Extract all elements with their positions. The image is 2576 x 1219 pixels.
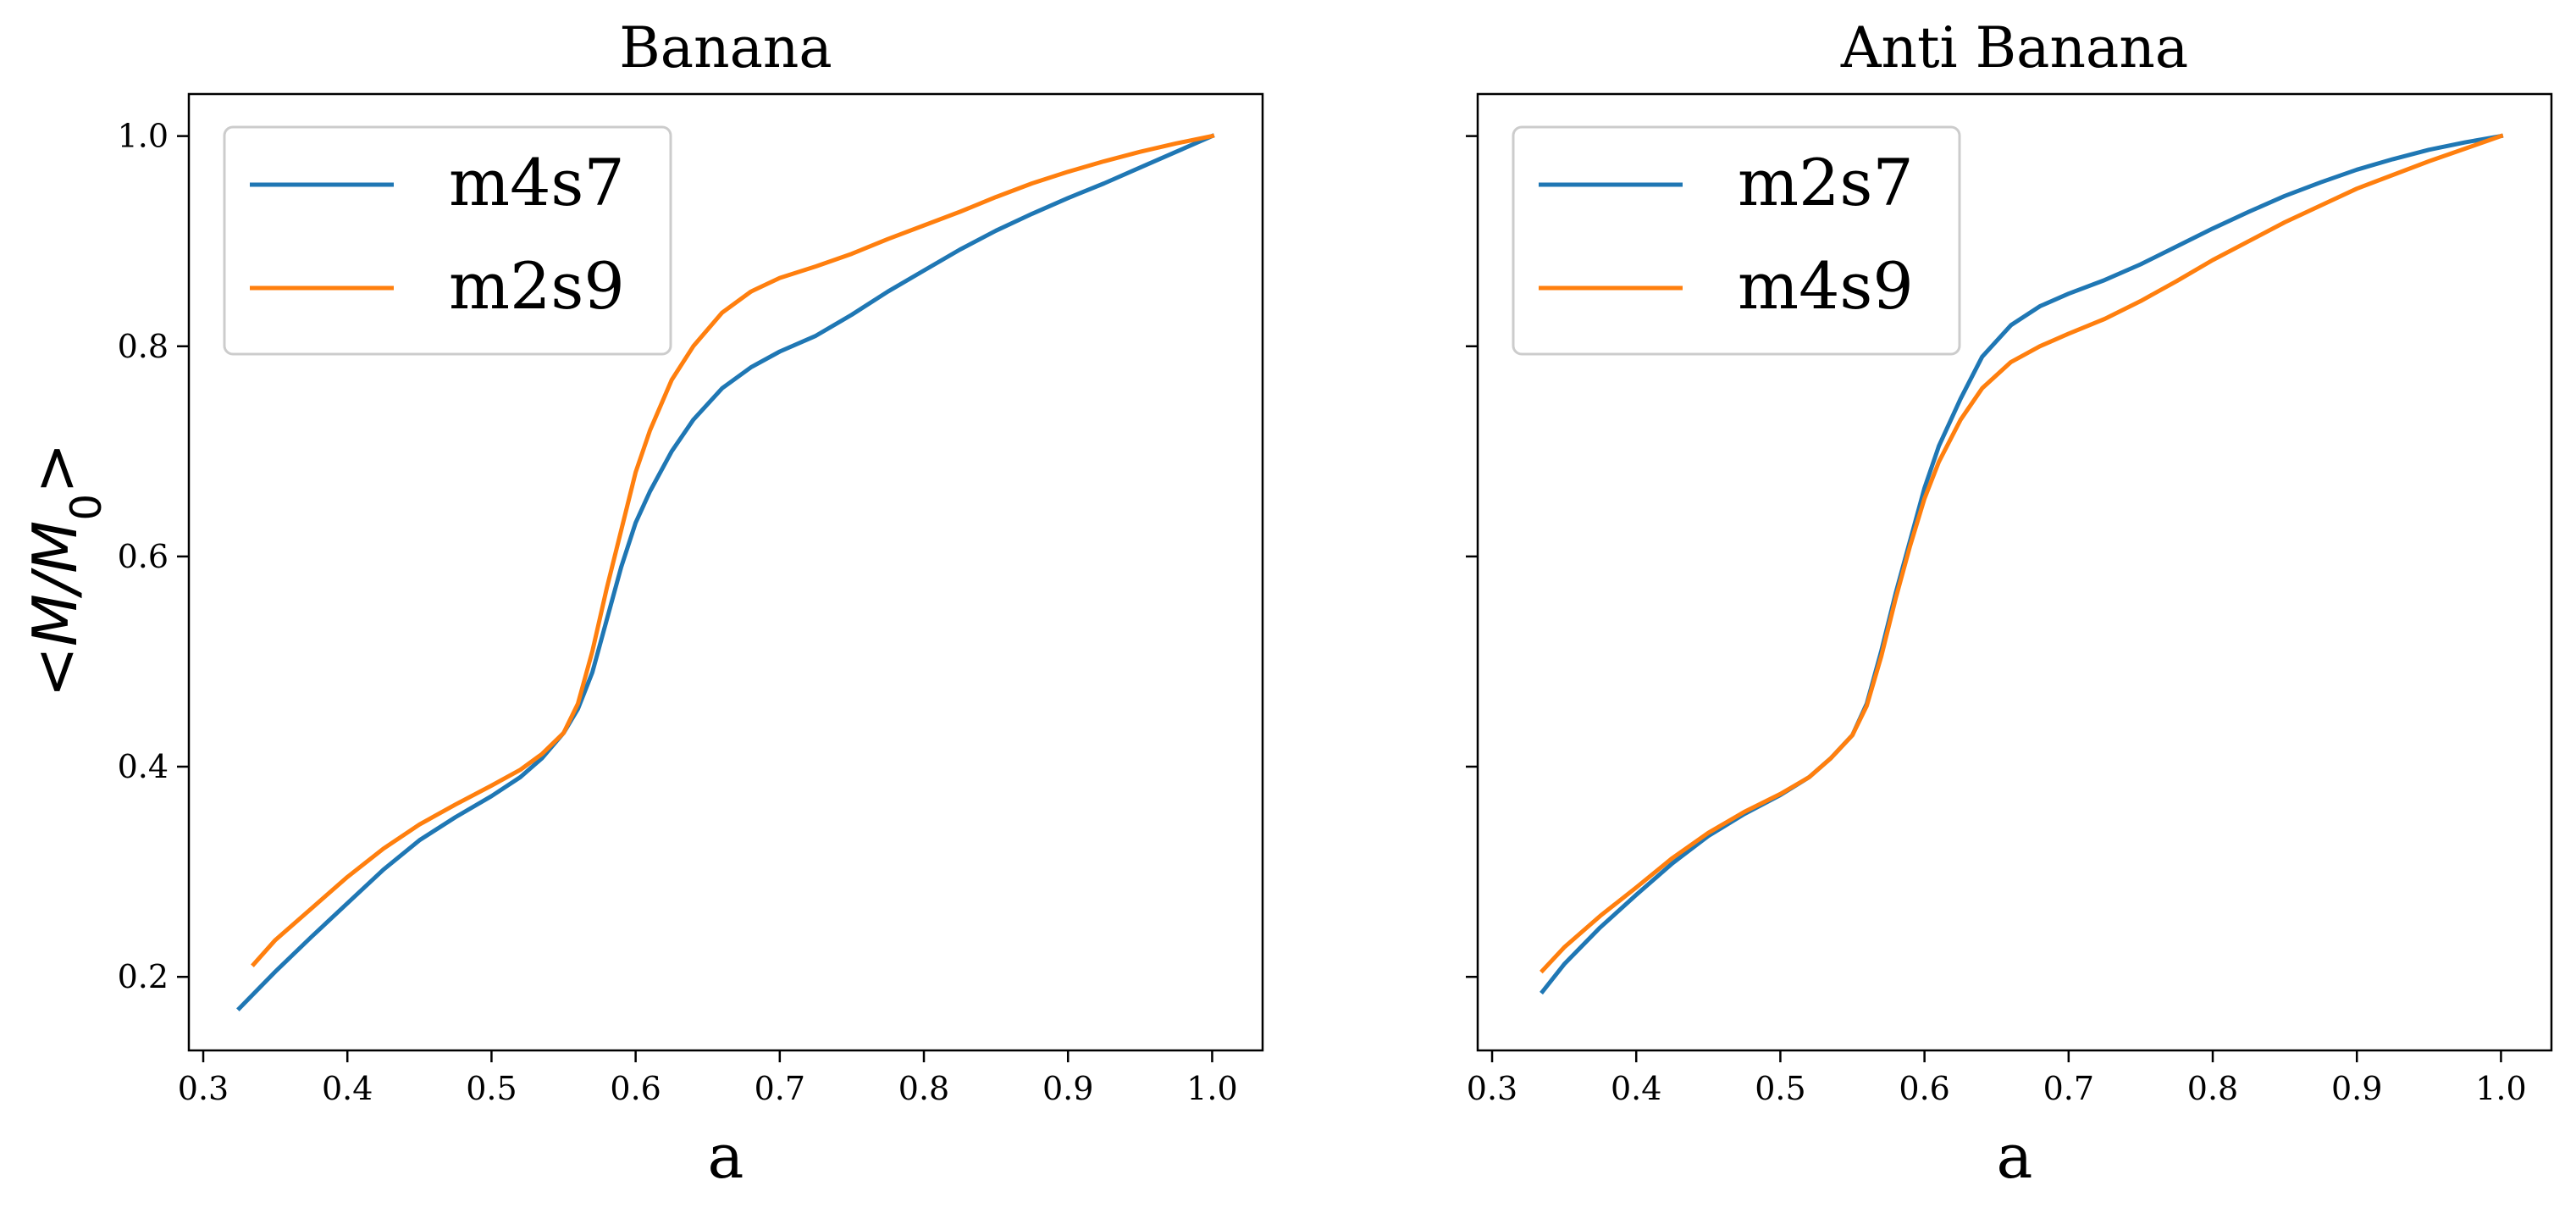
y-tick-label: 0.4 <box>118 748 169 785</box>
chart-title: Anti Banana <box>1840 15 2188 80</box>
x-tick-label: 0.8 <box>898 1070 949 1107</box>
y-ticks <box>1466 135 1478 978</box>
axes-frame <box>1476 92 2553 1052</box>
series-line-m4s9 <box>1540 133 2504 974</box>
x-tick-label: 0.3 <box>1467 1070 1517 1107</box>
x-axis-label: a <box>1997 1121 2033 1192</box>
x-tick-label: 0.8 <box>2187 1070 2238 1107</box>
y-tick-label: 1.0 <box>118 118 169 155</box>
x-axis-label: a <box>708 1121 744 1192</box>
y-tick-label: 0.6 <box>118 538 169 575</box>
plot-area <box>236 133 1215 1011</box>
legend: m2s7 m4s9 <box>1512 125 1961 356</box>
chart-title: Banana <box>619 15 832 80</box>
legend-label-series-2: m2s9 <box>449 248 625 324</box>
x-tick-label: 0.6 <box>1899 1070 1949 1107</box>
axes-frame <box>187 92 1264 1052</box>
series-line-m4s7 <box>236 133 1215 1011</box>
x-tick-label: 1.0 <box>1186 1070 1237 1107</box>
legend-label-series-1: m2s7 <box>1738 145 1914 220</box>
x-tick-label: 1.0 <box>2475 1070 2526 1107</box>
x-tick-label: 0.3 <box>178 1070 229 1107</box>
x-tick-label: 0.5 <box>1755 1070 1805 1107</box>
x-tick-label: 0.4 <box>322 1070 373 1107</box>
plot-area <box>1540 133 2504 995</box>
series-line-m2s9 <box>251 133 1215 967</box>
legend-label-series-1: m4s7 <box>449 145 625 220</box>
legend: m4s7 m2s9 <box>223 125 672 356</box>
x-tick-label: 0.4 <box>1611 1070 1661 1107</box>
x-tick-label: 0.7 <box>755 1070 805 1107</box>
x-tick-label: 0.6 <box>610 1070 661 1107</box>
series-line-m2s7 <box>1540 133 2504 995</box>
legend-label-series-2: m4s9 <box>1738 248 1914 324</box>
x-tick-label: 0.9 <box>2331 1070 2382 1107</box>
y-tick-label: 0.8 <box>118 328 169 365</box>
x-tick-label: 0.5 <box>466 1070 517 1107</box>
x-ticks: 0.3 0.4 0.5 0.6 0.7 0.8 0.9 1.0 <box>178 1050 1238 1107</box>
chart-panel-right: Anti Banana a 0.3 0.4 0.5 0.6 0.7 0.8 0.9 1.0 m… <box>1466 15 2553 1192</box>
y-tick-label: 0.2 <box>118 958 169 995</box>
x-tick-label: 0.7 <box>2043 1070 2094 1107</box>
x-ticks: 0.3 0.4 0.5 0.6 0.7 0.8 0.9 1.0 <box>1467 1050 2527 1107</box>
y-ticks: 0.2 0.4 0.6 0.8 1.0 <box>118 118 189 995</box>
chart-panel-left: Banana <M/M0> a 0.3 0.4 0.5 0.6 0.7 0.8 0.9 1.0… <box>19 15 1264 1192</box>
x-tick-label: 0.9 <box>1042 1070 1093 1107</box>
